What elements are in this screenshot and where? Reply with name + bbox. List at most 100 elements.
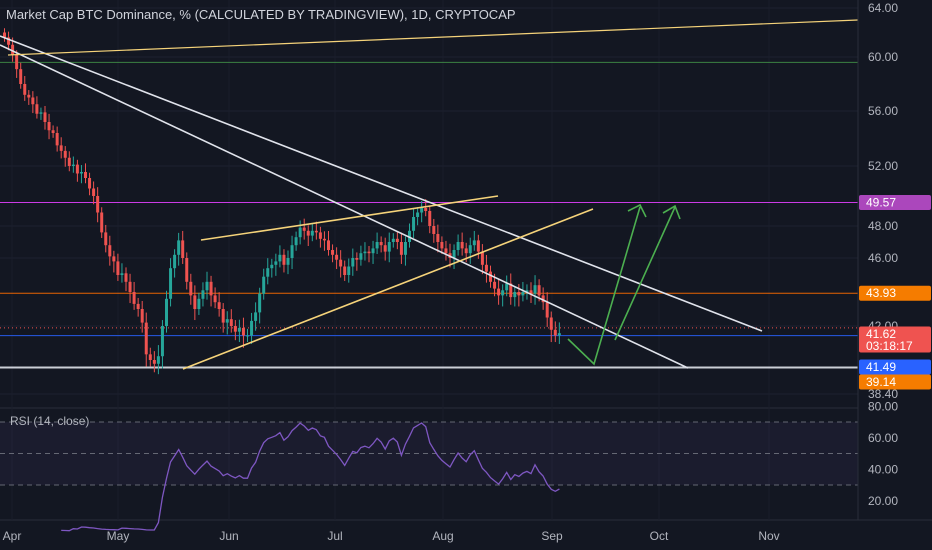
price-tick-label: 38.40 (868, 387, 898, 401)
price-axis[interactable]: 64.0060.0056.0052.0048.0046.0042.0038.40… (857, 0, 898, 520)
candle (363, 251, 367, 254)
candle (112, 256, 116, 262)
candle (258, 293, 262, 313)
candle (347, 266, 351, 275)
yellow-channel-bottom (182, 208, 594, 370)
time-tick-label: Jun (219, 529, 238, 543)
candle (7, 37, 11, 45)
candle (67, 157, 71, 166)
candle (23, 84, 27, 95)
candle (3, 32, 6, 38)
candle (144, 322, 148, 355)
green-arrow-head (627, 203, 647, 218)
candle (108, 245, 112, 257)
white-trendline-lower (0, 44, 689, 369)
candle (509, 283, 513, 298)
candle (254, 312, 258, 321)
price-badge-label: 49.57 (866, 195, 896, 209)
grid (0, 7, 932, 521)
candle (399, 242, 403, 255)
candle (553, 329, 557, 336)
candle (310, 230, 314, 236)
time-tick-label: Sep (541, 529, 563, 543)
candle (63, 150, 67, 158)
green-arrow-head (662, 204, 681, 220)
candle (55, 133, 59, 146)
price-tick-label: 48.00 (868, 219, 898, 233)
candle (387, 242, 391, 252)
candle (302, 227, 306, 231)
candle (282, 254, 286, 265)
rsi-tick-label: 60.00 (868, 431, 898, 445)
candle (452, 250, 456, 258)
candle (391, 238, 395, 242)
yellow-long-line (7, 19, 859, 56)
price-badge (859, 374, 931, 390)
candle (432, 226, 436, 234)
price-badge-timer: 03:18:17 (866, 339, 913, 353)
candle (241, 327, 245, 336)
candle (79, 172, 83, 174)
candle (549, 317, 553, 330)
candle (237, 327, 241, 332)
candle (436, 234, 440, 242)
chart-title: Market Cap BTC Dominance, % (CALCULATED … (6, 7, 516, 22)
candle (39, 112, 43, 114)
candle (43, 112, 47, 122)
candle (484, 264, 488, 272)
candle (525, 290, 529, 292)
candle (424, 208, 428, 211)
price-badge-label: 41.49 (866, 360, 896, 374)
candle (335, 254, 339, 260)
candle (395, 238, 399, 242)
candle (468, 245, 472, 254)
white-trendline-upper (0, 35, 763, 332)
candle (501, 290, 505, 296)
candle (128, 281, 132, 292)
candle (92, 188, 96, 196)
candle (185, 258, 189, 282)
candle (84, 172, 87, 178)
candle (15, 54, 19, 70)
rsi-pane (0, 421, 858, 532)
candle (75, 164, 79, 174)
price-badge-label: 43.93 (866, 286, 896, 300)
candle (537, 285, 541, 296)
candle (444, 248, 448, 254)
candle (464, 248, 468, 254)
time-tick-label: Aug (432, 529, 453, 543)
candle (221, 309, 225, 323)
horizontal-levels (0, 61, 858, 369)
price-tick-label: 60.00 (868, 50, 898, 64)
time-tick-label: Jul (327, 529, 342, 543)
rsi-tick-label: 40.00 (868, 462, 898, 476)
candle (156, 356, 160, 364)
candle (205, 281, 209, 291)
candle (489, 271, 492, 282)
price-badge (859, 285, 931, 301)
candle (116, 261, 120, 275)
candle (367, 251, 371, 254)
candle (59, 145, 63, 151)
candle (493, 281, 497, 289)
candle (412, 217, 416, 231)
candle (343, 266, 347, 275)
candle (88, 178, 92, 189)
candle (286, 258, 290, 265)
candle (160, 326, 164, 357)
price-badge (859, 194, 931, 210)
candle (51, 130, 55, 133)
candle (322, 238, 326, 241)
candle (11, 44, 15, 55)
candle (209, 281, 213, 296)
candle (355, 258, 359, 260)
candle (403, 242, 407, 255)
candle (35, 104, 39, 114)
candle (557, 333, 561, 336)
time-axis[interactable]: Apr May Jun Jul Aug Sep Oct Nov (3, 529, 780, 543)
yellow-channel-top (200, 195, 499, 241)
candle (173, 254, 177, 269)
candle (517, 292, 521, 296)
